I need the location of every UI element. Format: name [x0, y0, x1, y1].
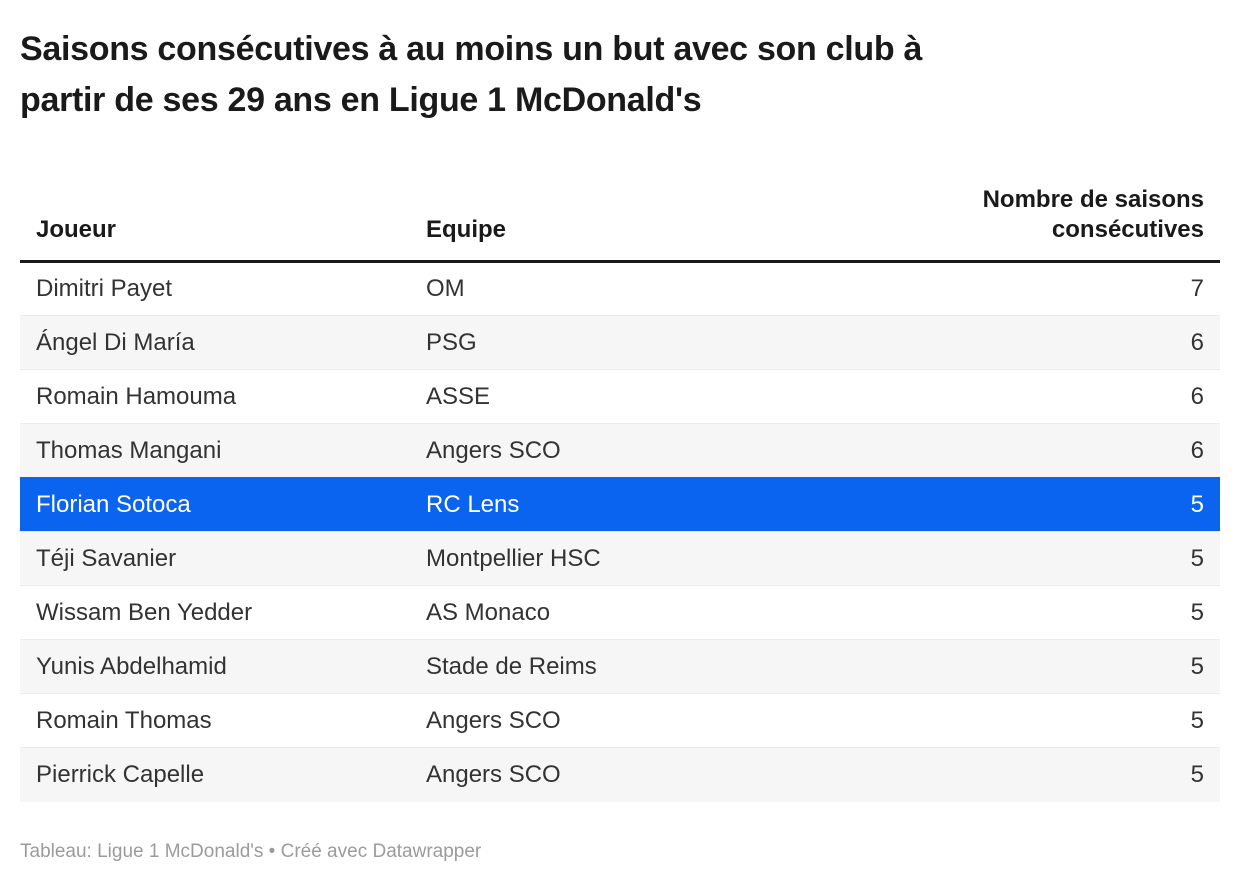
team-cell: OM [426, 275, 465, 302]
seasons-cell: 6 [920, 369, 1220, 424]
footer-attribution: Tableau: Ligue 1 McDonald's • Créé avec … [20, 840, 482, 862]
table-row: Yunis Abdelhamid Stade de Reims 5 [20, 639, 1220, 694]
team-cell: Montpellier HSC [410, 531, 920, 586]
data-table: Joueur Equipe Nombre de saisons consécut… [20, 185, 1220, 802]
seasons-cell: 5 [920, 531, 1220, 586]
seasons-cell: 5 [920, 693, 1220, 748]
player-cell: Florian Sotoca [20, 477, 410, 532]
table-row: Ángel Di María PSG 6 [20, 315, 1220, 370]
column-header-joueur: Joueur [20, 185, 410, 263]
table-row: Romain Hamouma ASSE 6 [20, 369, 1220, 424]
table-row: Thomas Mangani Angers SCO 6 [20, 423, 1220, 478]
seasons-cell: 5 [920, 639, 1220, 694]
seasons-cell: 5 [920, 585, 1220, 640]
table-row: Romain Thomas Angers SCO 5 [20, 693, 1220, 748]
seasons-cell: 6 [920, 315, 1220, 370]
player-cell: Dimitri Payet [36, 275, 173, 302]
team-cell: Angers SCO [410, 423, 920, 478]
player-cell: Romain Thomas [20, 693, 410, 748]
team-cell: Angers SCO [410, 747, 920, 802]
player-cell: Ángel Di María [20, 315, 410, 370]
team-cell: PSG [410, 315, 920, 370]
title-line-2: partir de ses 29 ans en Ligue 1 McDonald… [20, 81, 702, 119]
seasons-cell: 5 [920, 477, 1220, 532]
table-row: Pierrick Capelle Angers SCO 5 [20, 747, 1220, 802]
player-cell: Wissam Ben Yedder [20, 585, 410, 640]
team-cell: ASSE [410, 369, 920, 424]
table-row: Florian Sotoca RC Lens 5 [20, 477, 1220, 532]
player-cell: Romain Hamouma [20, 369, 410, 424]
chart-title: Saisons consécutives à au moins un but a… [20, 24, 1220, 126]
table-row: Wissam Ben Yedder AS Monaco 5 [20, 585, 1220, 640]
team-cell: Angers SCO [410, 693, 920, 748]
player-cell: Thomas Mangani [20, 423, 410, 478]
column-header-equipe: Equipe [410, 185, 920, 263]
column-header-saisons: Nombre de saisons consécutives [920, 185, 1220, 263]
table-body: Dimitri Payet OM 7 Ángel Di María PSG 6 … [20, 262, 1220, 802]
seasons-cell: 7 [1190, 275, 1204, 302]
title-line-1: Saisons consécutives à au moins un but a… [20, 30, 923, 68]
table-row: Téji Savanier Montpellier HSC 5 [20, 531, 1220, 586]
team-cell: Stade de Reims [410, 639, 920, 694]
team-cell: AS Monaco [410, 585, 920, 640]
header-row: Joueur Equipe Nombre de saisons consécut… [20, 185, 1220, 263]
table-row: Dimitri Payet OM 7 [20, 262, 1220, 316]
seasons-cell: 6 [920, 423, 1220, 478]
player-cell: Yunis Abdelhamid [20, 639, 410, 694]
player-cell: Téji Savanier [20, 531, 410, 586]
seasons-cell: 5 [920, 747, 1220, 802]
team-cell: RC Lens [410, 477, 920, 532]
player-cell: Pierrick Capelle [20, 747, 410, 802]
